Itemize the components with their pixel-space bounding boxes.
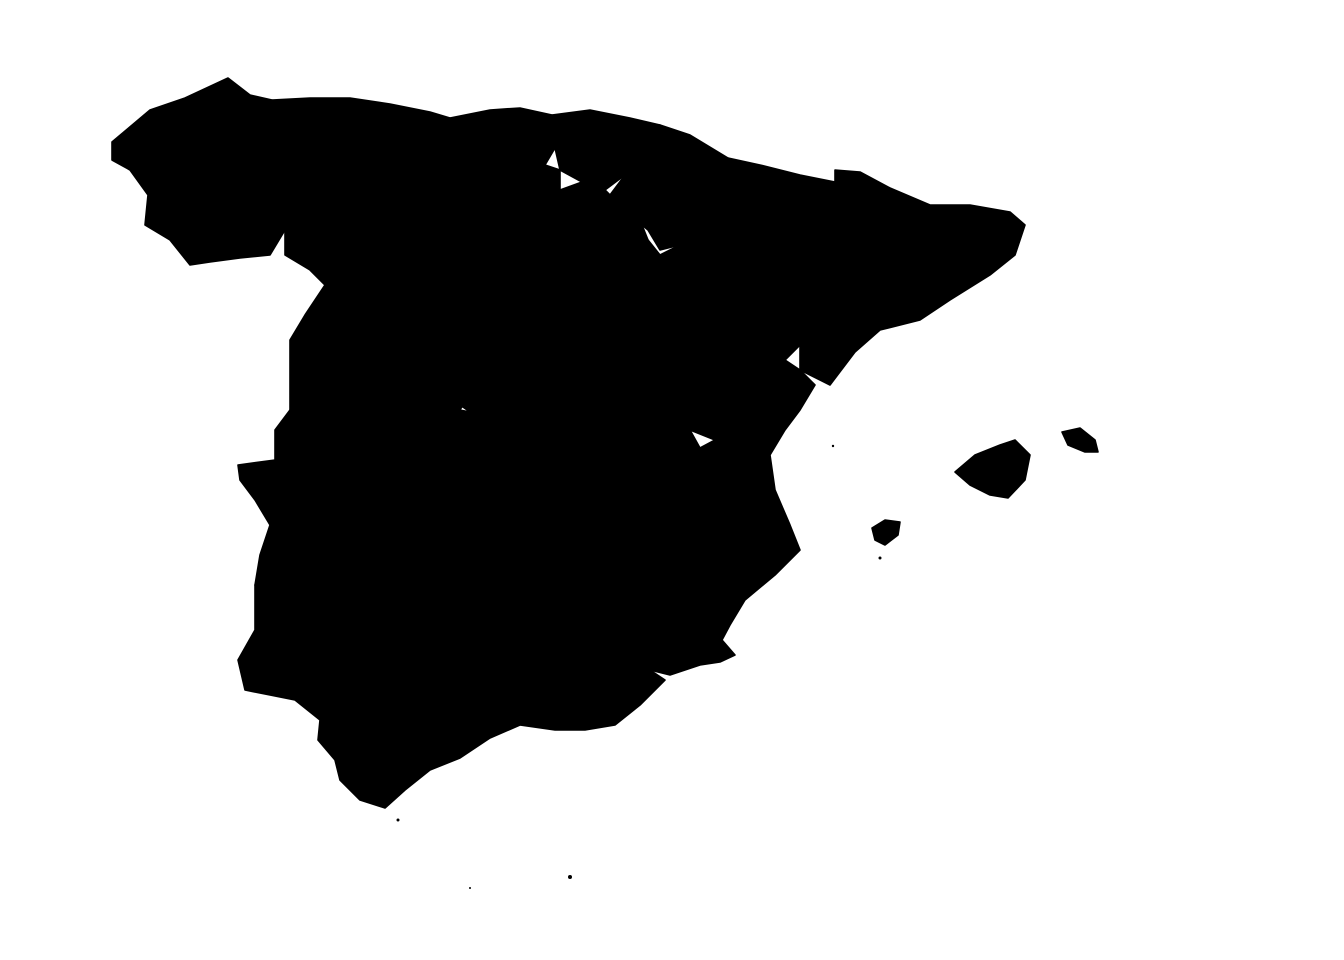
map-legend <box>1190 195 1344 770</box>
region-baleares <box>1061 427 1099 453</box>
region-baleares <box>871 519 901 546</box>
islet-dot <box>878 556 882 560</box>
region-baleares <box>954 439 1031 499</box>
region-cataluna <box>799 169 1026 386</box>
region-galicia <box>111 77 291 266</box>
region-murcia <box>614 559 736 676</box>
islet-dot <box>396 818 400 822</box>
islet-dot <box>469 887 471 889</box>
region-valencia <box>677 359 816 641</box>
region-pais-vasco <box>544 109 661 191</box>
islet-dot <box>831 444 835 448</box>
islet-dot <box>568 875 572 879</box>
region-andalucia <box>237 554 666 809</box>
map-canvas <box>111 77 1099 889</box>
